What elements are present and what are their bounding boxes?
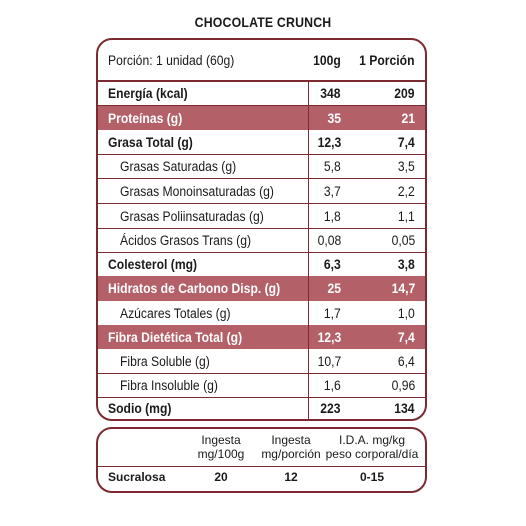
row-label: Proteínas (g)	[108, 110, 183, 126]
row-value-100g: 0,08	[317, 233, 341, 248]
row-fibra-soluble: Fibra Soluble (g) 10,7 6,4	[98, 349, 425, 373]
row-sodio: Sodio (mg) 223 134	[98, 398, 425, 419]
sweetener-value-ida: 0-15	[359, 470, 385, 484]
row-divider	[98, 373, 425, 374]
row-value-100g: 5,8	[324, 159, 341, 174]
row-divider	[98, 178, 425, 179]
row-value-portion: 1,1	[398, 208, 415, 224]
row-value-portion: 21	[401, 110, 415, 126]
row-fibra-dietetica-total: Fibra Dietética Total (g) 12,3 7,4	[98, 325, 425, 349]
row-label: Fibra Soluble (g)	[120, 353, 210, 369]
row-value-portion: 14,7	[391, 281, 415, 296]
row-grasas-monoinsaturadas: Grasas Monoinsaturadas (g) 3,7 2,2	[98, 179, 425, 203]
row-divider	[98, 252, 425, 253]
row-label: Fibra Insoluble (g)	[120, 378, 218, 393]
row-proteinas: Proteínas (g) 35 21	[98, 106, 425, 130]
row-energia: Energía (kcal) 348 209	[98, 82, 425, 105]
row-value-portion: 7,4	[398, 134, 415, 150]
nutrition-table: Porción: 1 unidad (60g) 100g 1 Porción E…	[96, 38, 427, 421]
sweetener-divider	[98, 466, 425, 467]
column-header-100g: 100g	[313, 52, 341, 68]
sweetener-table: Ingesta mg/100g Ingesta mg/porción I.D.A…	[96, 427, 427, 493]
row-divider	[98, 105, 425, 106]
row-value-100g: 25	[327, 281, 341, 296]
row-value-portion: 3,8	[398, 257, 415, 272]
row-value-100g: 1,7	[324, 305, 341, 321]
row-value-portion: 209	[394, 86, 415, 101]
row-grasas-saturadas: Grasas Saturadas (g) 5,8 3,5	[98, 155, 425, 178]
row-value-100g: 1,6	[324, 378, 341, 393]
row-value-100g: 12,3	[317, 134, 341, 150]
row-label: Azúcares Totales (g)	[120, 305, 231, 321]
sweetener-name: Sucralosa	[108, 470, 166, 484]
sweetener-value-100g: 20	[214, 470, 228, 484]
row-value-100g: 223	[320, 401, 341, 416]
row-value-100g: 3,7	[324, 183, 341, 199]
row-label: Grasas Poliinsaturadas (g)	[120, 208, 264, 224]
row-value-portion: 2,2	[398, 183, 415, 199]
row-label: Energía (kcal)	[108, 86, 188, 101]
portion-header-row: Porción: 1 unidad (60g) 100g 1 Porción	[98, 40, 425, 80]
row-value-100g: 348	[320, 86, 341, 101]
column-header-portion: 1 Porción	[359, 52, 415, 68]
row-divider	[98, 154, 425, 155]
row-hidratos-de-carbono: Hidratos de Carbono Disp. (g) 25 14,7	[98, 276, 425, 301]
row-label: Grasas Saturadas (g)	[120, 159, 237, 174]
column-divider	[308, 80, 309, 419]
row-value-portion: 7,4	[398, 329, 415, 345]
row-divider	[98, 397, 425, 398]
portion-label: Porción: 1 unidad (60g)	[108, 52, 235, 68]
row-value-100g: 10,7	[317, 353, 341, 369]
row-value-portion: 3,5	[398, 159, 415, 174]
row-label: Hidratos de Carbono Disp. (g)	[108, 281, 281, 296]
row-value-portion: 134	[394, 401, 415, 416]
row-label: Grasa Total (g)	[108, 134, 193, 150]
row-label: Sodio (mg)	[108, 401, 172, 416]
row-label: Grasas Monoinsaturadas (g)	[120, 183, 274, 199]
row-azucares-totales: Azúcares Totales (g) 1,7 1,0	[98, 301, 425, 325]
row-label: Colesterol (mg)	[108, 257, 198, 272]
row-divider	[98, 203, 425, 204]
sweetener-col-header-portion: Ingesta mg/porción	[261, 433, 321, 461]
sweetener-col-header-ida: I.D.A. mg/kg peso corporal/día	[325, 433, 419, 461]
row-label: Fibra Dietética Total (g)	[108, 329, 243, 345]
row-fibra-insoluble: Fibra Insoluble (g) 1,6 0,96	[98, 374, 425, 397]
row-value-portion: 1,0	[398, 305, 415, 321]
header-divider	[98, 80, 425, 82]
product-title: CHOCOLATE CRUNCH	[194, 14, 332, 30]
sweetener-value-portion: 12	[284, 470, 298, 484]
sweetener-col-header-100g: Ingesta mg/100g	[197, 433, 245, 461]
row-value-100g: 1,8	[324, 208, 341, 224]
row-value-portion: 6,4	[398, 353, 415, 369]
row-value-portion: 0,05	[391, 233, 415, 248]
row-value-100g: 6,3	[324, 257, 341, 272]
row-divider	[98, 228, 425, 229]
row-acidos-grasos-trans: Ácidos Grasos Trans (g) 0,08 0,05	[98, 229, 425, 252]
row-value-100g: 35	[327, 110, 341, 126]
row-grasa-total: Grasa Total (g) 12,3 7,4	[98, 130, 425, 154]
row-colesterol: Colesterol (mg) 6,3 3,8	[98, 253, 425, 276]
row-label: Ácidos Grasos Trans (g)	[120, 233, 251, 248]
row-value-portion: 0,96	[391, 378, 415, 393]
row-value-100g: 12,3	[317, 329, 341, 345]
row-grasas-poliinsaturadas: Grasas Poliinsaturadas (g) 1,8 1,1	[98, 204, 425, 228]
